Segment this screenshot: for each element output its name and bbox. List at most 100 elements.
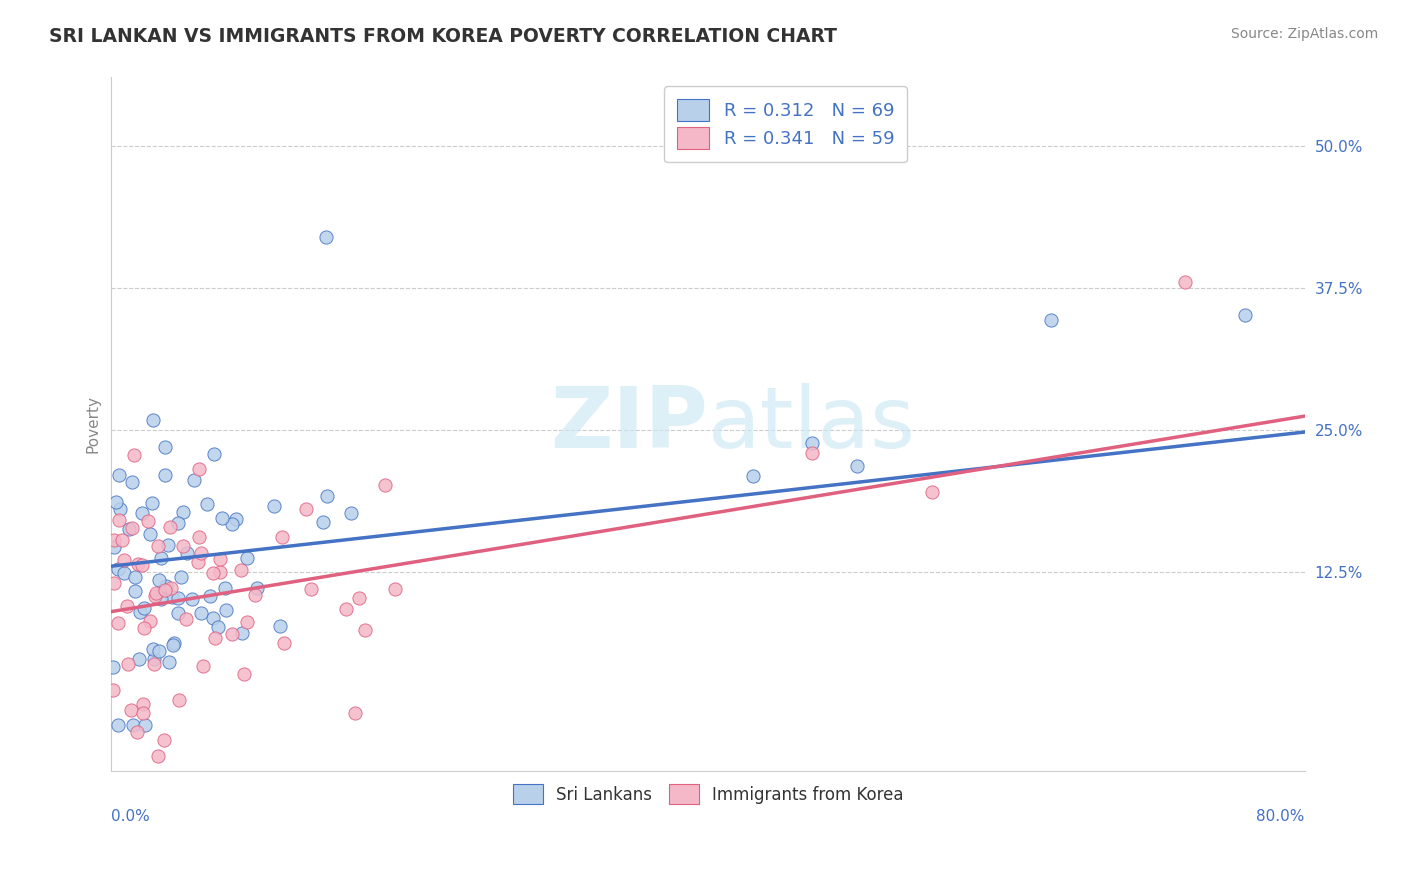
Point [221, 517, 243, 532]
Point [115, 599, 138, 614]
Point [269, 618, 291, 632]
Point [166, 606, 188, 620]
Text: SRI LANKAN VS IMMIGRANTS FROM KOREA POVERTY CORRELATION CHART: SRI LANKAN VS IMMIGRANTS FROM KOREA POVE… [49, 27, 837, 45]
Point [132, 698, 155, 712]
Point [246, 581, 269, 595]
Point [127, 724, 149, 739]
Point [141, 496, 163, 510]
Point [150, 591, 173, 606]
Point [148, 574, 170, 588]
Point [143, 589, 166, 603]
Point [146, 748, 169, 763]
Point [124, 584, 146, 599]
Point [128, 652, 150, 666]
Point [211, 511, 233, 525]
Point [155, 467, 177, 482]
Point [107, 467, 129, 482]
Point [149, 550, 172, 565]
Point [101, 683, 124, 698]
Point [187, 461, 209, 475]
Point [187, 555, 209, 569]
Point [801, 435, 824, 450]
Point [384, 582, 406, 596]
Point [172, 539, 194, 553]
Point [202, 611, 225, 625]
Point [235, 615, 257, 630]
Point [172, 505, 194, 519]
Text: Source: ZipAtlas.com: Source: ZipAtlas.com [1230, 27, 1378, 41]
Point [162, 638, 184, 652]
Point [160, 581, 183, 595]
Point [271, 530, 294, 544]
Point [273, 636, 295, 650]
Point [215, 602, 238, 616]
Point [190, 607, 212, 621]
Point [153, 733, 176, 747]
Point [160, 590, 183, 604]
Point [107, 513, 129, 527]
Point [134, 621, 156, 635]
Point [103, 533, 125, 548]
Point [295, 502, 318, 516]
Point [148, 643, 170, 657]
Point [921, 484, 943, 499]
Text: 0.0%: 0.0% [111, 809, 150, 824]
Point [846, 459, 869, 474]
Point [139, 614, 162, 628]
Point [153, 582, 176, 597]
Point [159, 520, 181, 534]
Point [208, 551, 231, 566]
Point [117, 657, 139, 672]
Point [111, 533, 134, 548]
Point [142, 413, 165, 427]
Point [801, 446, 824, 460]
Legend: Sri Lankans, Immigrants from Korea: Sri Lankans, Immigrants from Korea [502, 774, 914, 814]
Point [315, 489, 337, 503]
Point [229, 563, 252, 577]
Point [131, 506, 153, 520]
Point [101, 660, 124, 674]
Point [143, 652, 166, 666]
Point [225, 511, 247, 525]
Point [202, 447, 225, 461]
Point [131, 558, 153, 573]
Point [166, 591, 188, 605]
Point [167, 516, 190, 530]
Point [108, 502, 131, 516]
Point [353, 624, 375, 638]
Point [200, 589, 222, 603]
Point [112, 553, 135, 567]
Point [340, 506, 363, 520]
Point [1233, 308, 1256, 322]
Point [232, 666, 254, 681]
Point [204, 632, 226, 646]
Point [107, 718, 129, 732]
Point [343, 706, 366, 720]
Point [236, 551, 259, 566]
Point [190, 546, 212, 560]
Text: ZIP: ZIP [550, 383, 709, 466]
Point [183, 473, 205, 487]
Point [299, 582, 322, 596]
Point [121, 521, 143, 535]
Point [180, 591, 202, 606]
Point [349, 591, 371, 605]
Point [152, 582, 174, 597]
Point [374, 477, 396, 491]
Point [103, 540, 125, 554]
Point [124, 570, 146, 584]
Point [121, 475, 143, 489]
Point [120, 703, 142, 717]
Point [221, 627, 243, 641]
Point [1040, 312, 1063, 326]
Point [169, 570, 191, 584]
Point [263, 499, 285, 513]
Point [146, 539, 169, 553]
Text: 80.0%: 80.0% [1257, 809, 1305, 824]
Point [139, 526, 162, 541]
Point [163, 635, 186, 649]
Point [129, 606, 152, 620]
Point [202, 566, 225, 580]
Point [188, 530, 211, 544]
Point [335, 601, 357, 615]
